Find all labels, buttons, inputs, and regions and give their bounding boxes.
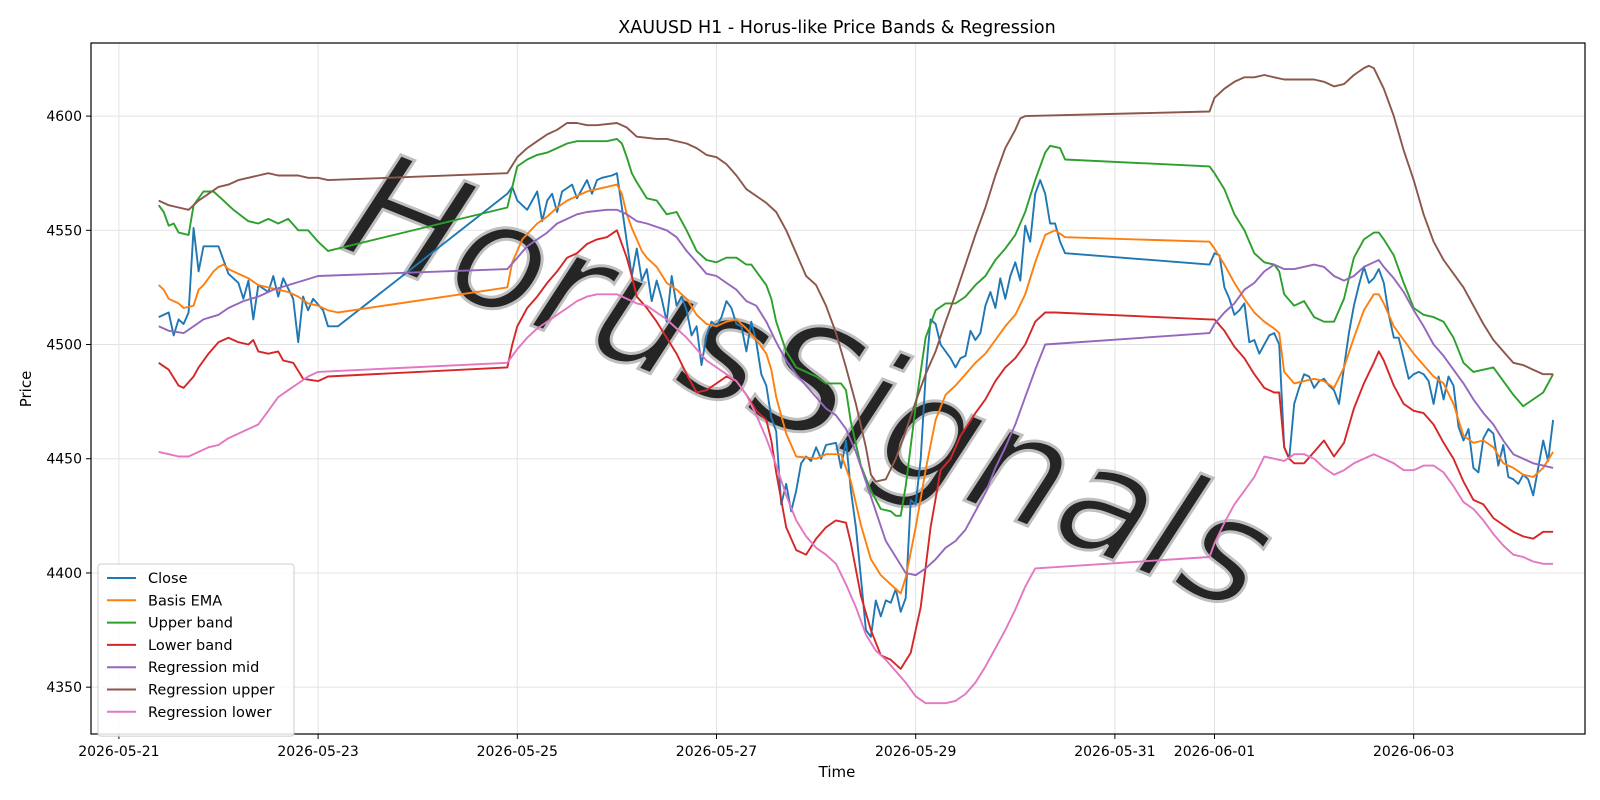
y-tick-label: 4550 (46, 223, 82, 239)
legend-label: Basis EMA (148, 593, 222, 609)
legend-label: Regression upper (148, 683, 274, 699)
chart-title: XAUUSD H1 - Horus-like Price Bands & Reg… (618, 18, 1055, 38)
series-line-basis-ema (158, 183, 1554, 595)
series-line-lower-band (158, 229, 1554, 670)
plot-frame (90, 42, 1586, 735)
series-line-regression-mid (158, 208, 1554, 577)
y-tick-label: 4500 (46, 338, 82, 354)
x-tick-label: 2026-05-27 (676, 744, 757, 760)
x-tick-label: 2026-05-23 (277, 744, 358, 760)
legend-box (97, 563, 295, 737)
legend-label: Close (148, 571, 188, 587)
y-tick-label: 4400 (46, 566, 82, 582)
legend-label: Upper band (148, 616, 233, 632)
series-line-regression-lower (158, 293, 1554, 705)
y-tick-label: 4450 (46, 452, 82, 468)
series-lines (157, 64, 1555, 705)
series-line-regression-upper (158, 64, 1554, 483)
series-line-close (158, 172, 1555, 638)
legend-label: Regression mid (148, 660, 259, 676)
x-tick-label: 2026-05-21 (78, 744, 159, 760)
series-line-upper-band (157, 137, 1554, 517)
legend: Close Basis EMA Upper band Lower band Regres… (97, 563, 295, 737)
x-axis-label: Time (818, 763, 856, 781)
legend-label: Regression lower (148, 705, 272, 721)
y-tick-label: 4600 (46, 109, 82, 125)
x-tick-label: 2026-06-01 (1174, 744, 1255, 760)
x-tick-label: 2026-05-29 (875, 744, 956, 760)
x-tick-label: 2026-06-03 (1373, 744, 1454, 760)
x-tick-label: 2026-05-31 (1074, 744, 1155, 760)
legend-label: Lower band (148, 638, 233, 654)
x-tick-label: 2026-05-25 (477, 744, 558, 760)
y-axis-label: Price (17, 371, 35, 408)
axis-ticks: 2026-05-21 2026-05-23 2026-05-25 2026-05-27… (46, 109, 1454, 760)
y-tick-label: 4350 (46, 680, 82, 696)
